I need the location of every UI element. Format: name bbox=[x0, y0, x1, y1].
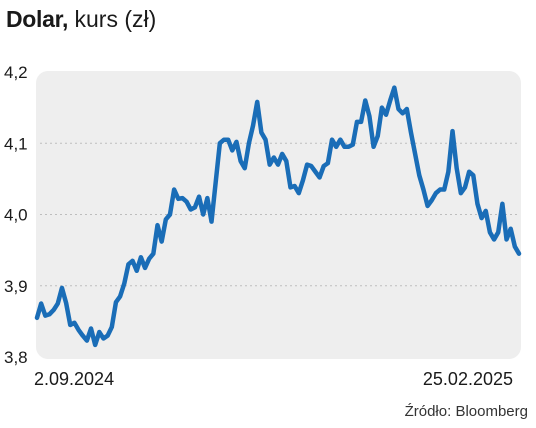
x-tick-label: 2.09.2024 bbox=[34, 369, 114, 389]
x-tick-label: 25.02.2025 bbox=[423, 369, 513, 389]
plot-area bbox=[36, 71, 521, 359]
chart-title: Dolar, kurs (zł) bbox=[6, 2, 156, 36]
y-tick-label: 4,0 bbox=[4, 206, 28, 225]
chart-title-unit: kurs (zł) bbox=[74, 6, 157, 32]
source-note: Źródło: Bloomberg bbox=[404, 403, 528, 420]
series-line bbox=[34, 85, 522, 348]
y-tick-label: 4,1 bbox=[4, 134, 28, 153]
y-axis-ticks: 4,2 4,1 4,0 3,9 3,8 bbox=[4, 63, 28, 367]
x-axis-ticks: 2.09.2024 25.02.2025 bbox=[34, 369, 513, 389]
y-tick-label: 3,9 bbox=[4, 277, 28, 296]
y-tick-label: 3,8 bbox=[4, 348, 28, 367]
y-tick-label: 4,2 bbox=[4, 63, 28, 82]
chart-title-main: Dolar, bbox=[6, 6, 69, 32]
